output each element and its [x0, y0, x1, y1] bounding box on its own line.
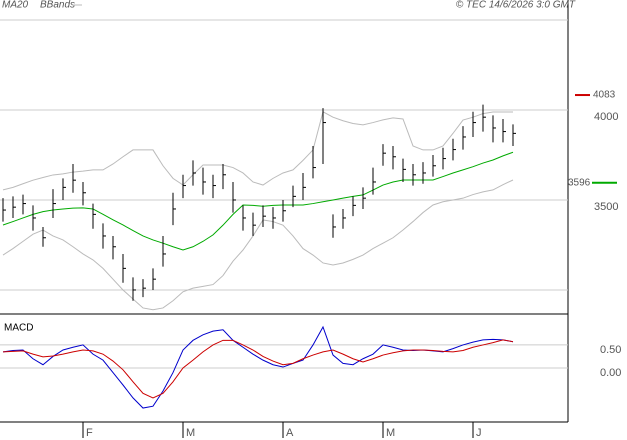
x-tick-label: F	[86, 427, 93, 439]
macd-line	[2, 339, 514, 399]
legend-label: MA20	[2, 0, 29, 11]
y-tick-label: 4000	[594, 111, 618, 123]
level-label: 3596	[568, 177, 591, 188]
ma-line	[2, 151, 514, 251]
bollinger-band	[2, 111, 513, 191]
source: © TEC 14/6/2026 3:0 GMT	[456, 0, 576, 11]
y-tick-label: 0.50	[600, 344, 621, 356]
level-label: 4083	[593, 90, 616, 101]
x-tick-label: M	[186, 427, 195, 439]
macd-title: MACD	[4, 323, 33, 334]
bollinger-band	[2, 179, 514, 311]
x-tick-label: J	[476, 427, 482, 439]
x-tick-label: A	[286, 427, 294, 439]
x-tick-label: M	[386, 427, 395, 439]
y-tick-label: 0.00	[600, 367, 621, 379]
y-tick-label: 3500	[594, 201, 618, 213]
legend-label: BBands	[40, 0, 75, 11]
